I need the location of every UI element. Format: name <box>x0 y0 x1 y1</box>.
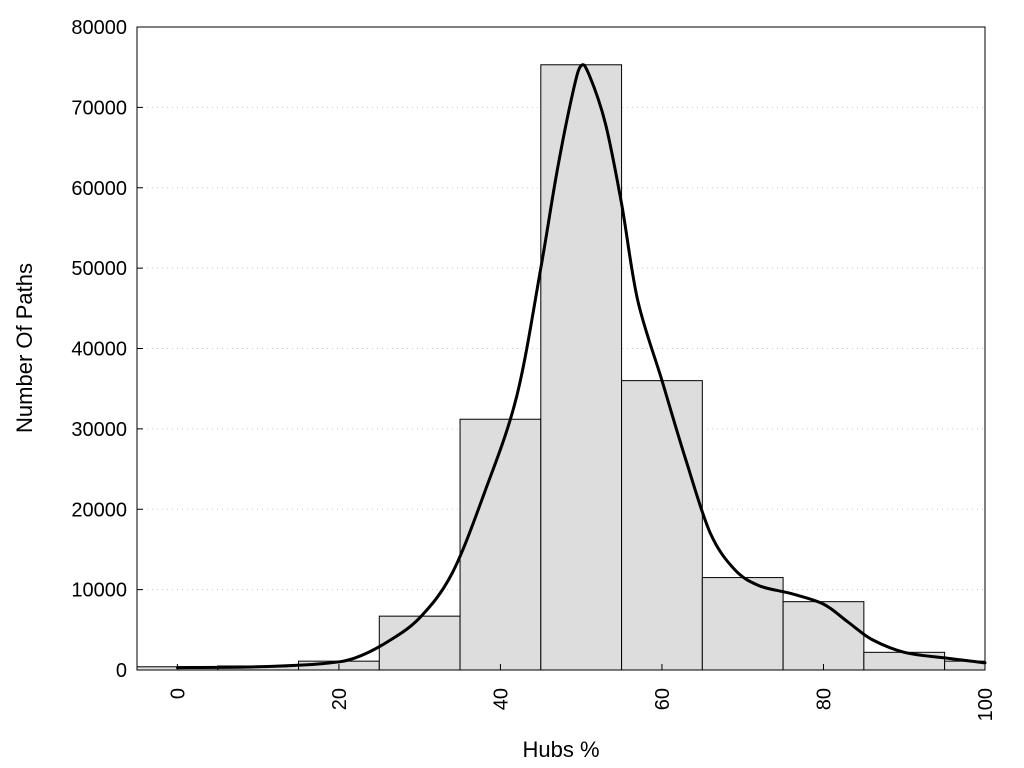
y-tick-label: 40000 <box>71 339 127 361</box>
y-tick-label: 30000 <box>71 419 127 441</box>
histogram-bar <box>459 418 542 671</box>
histogram-bar <box>701 577 784 671</box>
y-tick-label: 80000 <box>71 17 127 39</box>
histogram-bar <box>863 651 946 671</box>
x-tick-label: 40 <box>490 688 512 710</box>
y-tick-label: 0 <box>116 660 127 682</box>
x-axis-title: Hubs % <box>522 737 599 762</box>
y-tick-label: 60000 <box>71 178 127 200</box>
y-tick-label: 50000 <box>71 258 127 280</box>
y-tick-label: 70000 <box>71 97 127 119</box>
density-curve <box>175 63 987 670</box>
y-axis-title: Number Of Paths <box>12 263 37 433</box>
x-tick-label: 60 <box>652 688 674 710</box>
bars <box>136 64 986 671</box>
y-tick-label: 20000 <box>71 499 127 521</box>
histogram-bar <box>540 64 623 671</box>
y-tick-label: 10000 <box>71 580 127 602</box>
x-tick-label: 100 <box>975 688 997 721</box>
histogram-bar <box>378 615 461 671</box>
histogram-bar <box>782 601 865 671</box>
y-axis: 0 10000 20000 30000 40000 50000 60000 70000 8000… <box>71 17 143 682</box>
density-curve-layer <box>175 63 987 670</box>
x-axis: 0 20 40 60 80 100 <box>167 664 997 721</box>
histogram-bar <box>621 380 703 671</box>
x-tick-label: 20 <box>329 688 351 710</box>
x-tick-label: 80 <box>813 688 835 710</box>
x-tick-label: 0 <box>167 688 189 699</box>
